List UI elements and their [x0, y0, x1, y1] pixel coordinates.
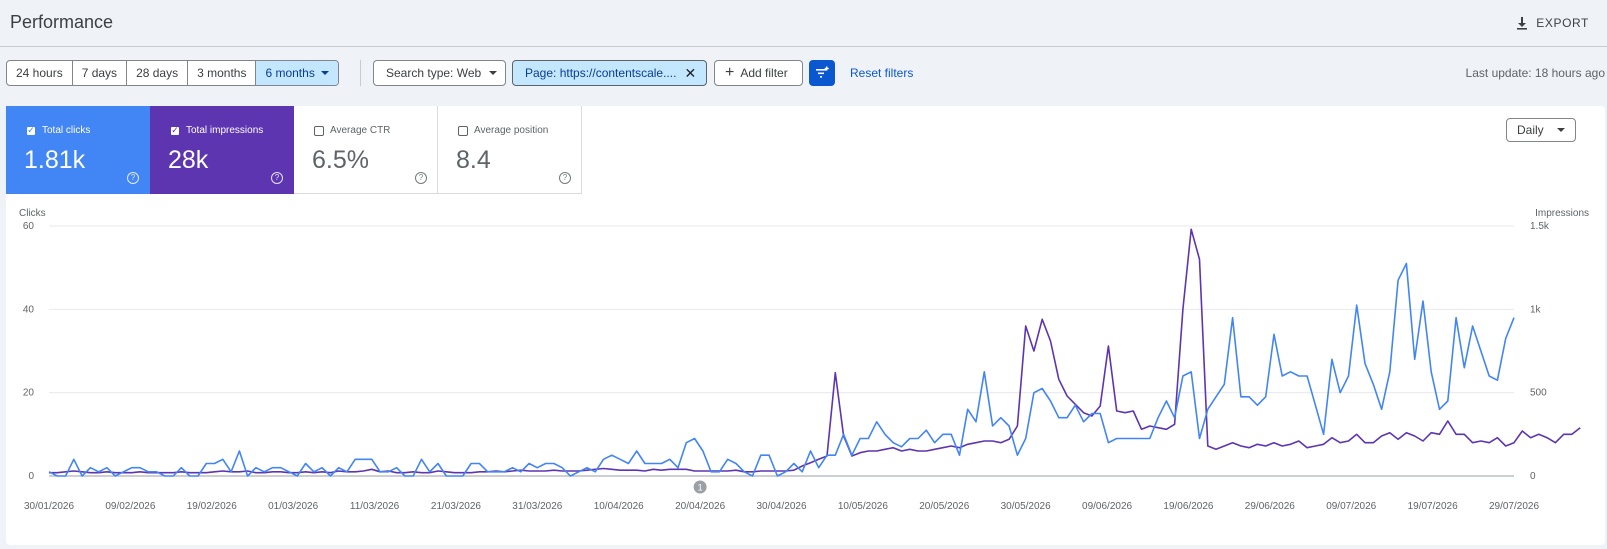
x-tick-label: 20/04/2026 [675, 501, 725, 512]
range-28-days[interactable]: 28 days [127, 61, 189, 85]
metric-total-impressions[interactable]: ✓ Total impressions 28k ? [150, 106, 294, 194]
metric-average-ctr[interactable]: Average CTR 6.5% ? [294, 106, 438, 194]
checkbox-checked-icon[interactable]: ✓ [170, 125, 180, 136]
help-icon[interactable]: ? [127, 172, 139, 184]
metric-label: Total clicks [42, 125, 91, 136]
page-title: Performance [10, 12, 114, 32]
x-tick-label: 29/07/2026 [1489, 501, 1539, 512]
export-button[interactable]: EXPORT [1514, 12, 1589, 34]
metric-value: 6.5% [312, 146, 369, 174]
checkbox-unchecked-icon[interactable] [314, 125, 324, 136]
x-tick-label: 01/03/2026 [268, 501, 318, 512]
x-tick-label: 09/06/2026 [1082, 501, 1132, 512]
export-label: EXPORT [1536, 16, 1589, 30]
x-tick-label: 19/06/2026 [1163, 501, 1213, 512]
left-tick-label: 60 [23, 221, 35, 232]
metric-label-row: ✓ Total clicks [26, 125, 90, 136]
metric-average-position[interactable]: Average position 8.4 ? [438, 106, 582, 194]
x-tick-label: 11/03/2026 [350, 501, 400, 512]
left-axis-ticks: 0 20 40 60 [23, 221, 35, 482]
x-tick-label: 10/04/2026 [594, 501, 644, 512]
metric-label: Average position [474, 125, 549, 136]
help-icon[interactable]: ? [271, 172, 283, 184]
chart-series [48, 228, 1581, 477]
download-icon [1517, 17, 1528, 30]
performance-chart: Clicks Impressions 0 20 40 60 0 500 1k 1.5k 30… [19, 208, 1589, 512]
series-line-total-clicks [48, 262, 1515, 477]
x-tick-label: 09/07/2026 [1326, 501, 1376, 512]
x-tick-label: 30/01/2026 [24, 501, 74, 512]
granularity-dropdown[interactable]: Daily [1506, 118, 1576, 142]
help-icon[interactable]: ? [559, 172, 571, 184]
metric-value: 8.4 [456, 146, 491, 174]
x-tick-label: 20/05/2026 [919, 501, 969, 512]
reset-filters-link[interactable]: Reset filters [850, 66, 914, 80]
close-icon[interactable]: ✕ [684, 65, 697, 81]
granularity-label: Daily [1517, 123, 1544, 137]
x-tick-label: 31/03/2026 [512, 501, 562, 512]
checkbox-unchecked-icon[interactable] [458, 125, 468, 136]
last-update-text: Last update: 18 hours ago [1465, 66, 1605, 80]
x-tick-label: 29/06/2026 [1245, 501, 1295, 512]
search-type-dropdown[interactable]: Search type: Web [373, 60, 506, 86]
right-tick-label: 1.5k [1530, 221, 1550, 232]
performance-card: ✓ Total clicks 1.81k ? ✓ Total impressio… [6, 106, 1605, 545]
x-tick-label: 19/07/2026 [1408, 501, 1458, 512]
metric-label-row: Average CTR [314, 125, 390, 136]
right-axis-ticks: 0 500 1k 1.5k [1530, 221, 1550, 482]
x-axis-ticks: 30/01/2026 09/02/2026 19/02/2026 01/03/2026… [24, 501, 1539, 512]
left-tick-label: 20 [23, 388, 35, 399]
right-tick-label: 1k [1530, 304, 1542, 315]
x-tick-label: 21/03/2026 [431, 501, 481, 512]
chevron-down-icon [320, 71, 329, 75]
left-tick-label: 40 [23, 304, 35, 315]
toolbar-divider [360, 60, 361, 86]
x-tick-label: 19/02/2026 [187, 501, 237, 512]
range-6-months[interactable]: 6 months [256, 61, 338, 85]
metric-value: 1.81k [24, 146, 86, 174]
annotation-marker[interactable] [693, 480, 707, 494]
metric-label-row: ✓ Total impressions [170, 125, 263, 136]
filter-list-icon [816, 66, 829, 78]
range-24-hours[interactable]: 24 hours [7, 61, 73, 85]
range-6-months-label: 6 months [265, 66, 315, 80]
help-icon[interactable]: ? [415, 172, 427, 184]
range-7-days[interactable]: 7 days [73, 61, 128, 85]
annotation-label: 1 [698, 483, 703, 493]
filter-toolbar: 24 hours 7 days 28 days 3 months 6 month… [0, 60, 1607, 88]
right-tick-label: 0 [1530, 471, 1536, 482]
page-filter-chip[interactable]: Page: https://contentscale.... ✕ [512, 60, 707, 86]
metric-total-clicks[interactable]: ✓ Total clicks 1.81k ? [6, 106, 150, 194]
metric-label-row: Average position [458, 125, 548, 136]
metric-value: 28k [168, 146, 209, 174]
x-tick-label: 30/05/2026 [1001, 501, 1051, 512]
checkbox-checked-icon[interactable]: ✓ [26, 125, 36, 136]
metric-label: Average CTR [330, 125, 391, 136]
right-tick-label: 500 [1530, 388, 1547, 399]
left-tick-label: 0 [28, 471, 34, 482]
chevron-down-icon [489, 71, 498, 75]
date-range-selector: 24 hours 7 days 28 days 3 months 6 month… [6, 60, 339, 86]
chart-annotation[interactable]: 1 [693, 480, 707, 494]
right-axis-label: Impressions [1535, 208, 1589, 219]
metric-label: Total impressions [186, 125, 264, 136]
x-tick-label: 10/05/2026 [838, 501, 888, 512]
left-axis-label: Clicks [19, 208, 46, 219]
add-filter-label: Add filter [740, 66, 788, 80]
search-type-label: Search type: Web [386, 66, 482, 80]
page-filter-label: Page: https://contentscale.... [525, 66, 677, 80]
series-line-total-impressions [49, 228, 1581, 474]
x-tick-label: 30/04/2026 [756, 501, 806, 512]
header-bar: Performance EXPORT [0, 0, 1607, 47]
filter-options-button[interactable] [809, 60, 835, 86]
x-tick-label: 09/02/2026 [105, 501, 155, 512]
plus-icon: + [725, 64, 735, 81]
chevron-down-icon [1557, 128, 1565, 132]
add-filter-button[interactable]: + Add filter [714, 60, 803, 86]
range-3-months[interactable]: 3 months [188, 61, 257, 85]
chart-gridlines [49, 225, 1514, 477]
